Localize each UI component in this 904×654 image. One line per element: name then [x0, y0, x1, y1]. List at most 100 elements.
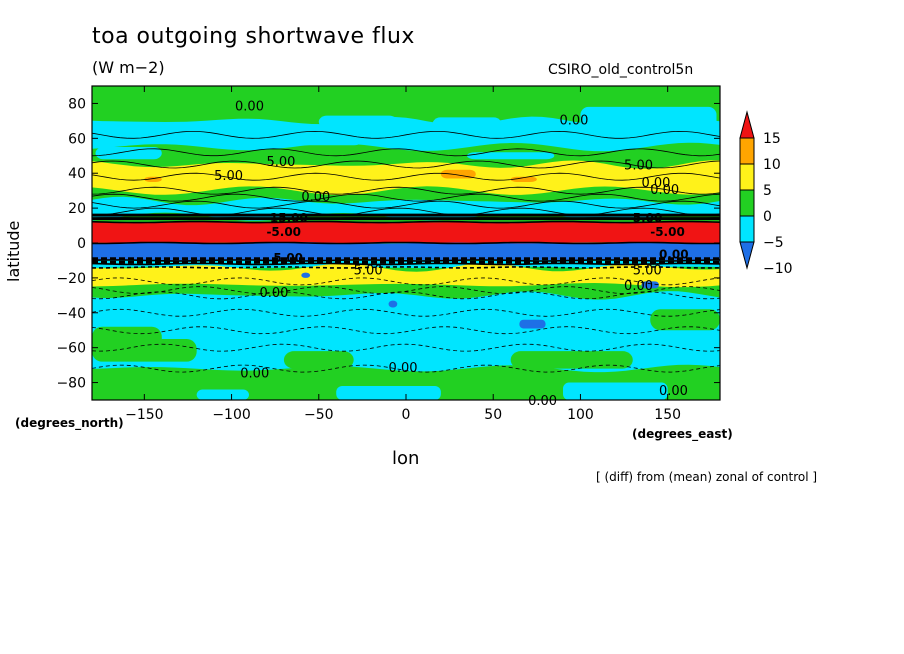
- y-tick-label: −60: [56, 341, 86, 357]
- y-tick-label: 20: [68, 201, 86, 217]
- y-tick-label: 40: [68, 166, 86, 182]
- cyan-patch: [196, 389, 249, 400]
- zonal-band: [92, 242, 720, 261]
- contour-label: 0.00: [560, 113, 589, 128]
- cyan-patch: [336, 386, 441, 400]
- blue-spot: [301, 272, 311, 278]
- colorbar-segment: [739, 215, 755, 243]
- blue-spot: [388, 300, 398, 308]
- contour-label: -5.00: [266, 225, 301, 239]
- contour-lines: [91, 130, 721, 373]
- x-axis-units: (degrees_east): [632, 427, 733, 441]
- contour-line: [91, 277, 721, 286]
- colorbar-label: 0: [763, 209, 772, 225]
- x-tick-label: 100: [567, 407, 594, 423]
- footnote: [ (diff) from (mean) zonal of control ]: [596, 470, 818, 484]
- axes: −150 −100 −50 0 50 100 150 −80 −60 −40 −20 0 20 40 60 8…: [56, 85, 721, 423]
- cyan-patch: [580, 106, 717, 139]
- x-axis-label: lon: [392, 448, 420, 469]
- orange-blob: [510, 176, 537, 182]
- contour-line: [91, 291, 721, 300]
- contour-line: [91, 200, 721, 209]
- contour-line: [91, 220, 721, 224]
- contour-line: [91, 286, 721, 295]
- green-patch: [283, 351, 354, 369]
- y-tick-label: −20: [56, 271, 86, 287]
- contour-label: 0.00: [301, 190, 330, 205]
- contour-label: 0.00: [235, 99, 264, 114]
- cyan-patch: [95, 124, 188, 144]
- y-tick-label: −80: [56, 376, 86, 392]
- colorbar-label: −5: [763, 235, 784, 251]
- contour-label: 0.00: [528, 394, 557, 409]
- chart-units: (W m−2): [92, 58, 165, 77]
- contour-label: 0.00: [624, 279, 653, 294]
- contour-label: 5.00: [624, 159, 653, 174]
- colorbar-label: −10: [763, 261, 793, 277]
- blue-spot: [641, 281, 659, 289]
- green-patch: [510, 351, 633, 369]
- contour-label: 5.00: [273, 251, 303, 265]
- contour-label: 5.00: [214, 169, 243, 184]
- contour-label: 5.00: [354, 263, 383, 278]
- zonal-band: [92, 160, 720, 195]
- cyan-patch: [467, 152, 555, 160]
- x-tick-label: −100: [212, 407, 250, 423]
- x-tick-label: 50: [484, 407, 502, 423]
- x-tick-label: 0: [402, 407, 411, 423]
- contour-line: [91, 364, 721, 373]
- contour-line: [92, 241, 721, 245]
- contour-label: 0.00: [240, 366, 269, 381]
- contour-line: [91, 193, 721, 202]
- contour-labels: 0.000.005.00 5.005.000.000.000.005.00 5.00…: [214, 99, 688, 409]
- contour-line: [91, 172, 721, 181]
- contour-label: 5.00: [266, 155, 295, 170]
- y-tick-label: 0: [77, 236, 86, 252]
- y-tick-label: 80: [68, 96, 86, 112]
- contour-line: [91, 130, 721, 139]
- colorbar-segment: [739, 137, 755, 165]
- y-tick-label: 60: [68, 131, 86, 147]
- colorbar-label: 10: [763, 157, 781, 173]
- contour-line: [91, 160, 721, 169]
- contour-label: 0.00: [259, 286, 288, 301]
- cyan-patch: [95, 147, 162, 160]
- contour-line: [91, 186, 721, 195]
- contour-label: 5.00: [633, 211, 663, 225]
- green-patch: [92, 338, 197, 362]
- green-patch: [650, 309, 720, 331]
- contour-line: [91, 207, 721, 216]
- contour-label: 0.00: [642, 176, 671, 191]
- contour-label: 0.00: [659, 384, 688, 399]
- colorbar-label: 5: [763, 183, 772, 199]
- cyan-patch: [563, 382, 668, 400]
- run-label: CSIRO_old_control5n: [548, 62, 694, 78]
- contour-line: [91, 148, 721, 157]
- contour-label: 0.00: [659, 248, 689, 262]
- cyan-patch: [231, 133, 363, 146]
- contour-label: 0.00: [389, 361, 418, 376]
- colorbar-label: 15: [763, 131, 781, 147]
- colorbar-segment: [739, 163, 755, 191]
- x-tick-label: −150: [125, 407, 163, 423]
- chart-title: toa outgoing shortwave flux: [92, 24, 415, 49]
- contour-label: 15.00: [270, 211, 308, 225]
- contour-line: [91, 308, 721, 317]
- zonal-band: [92, 221, 720, 244]
- y-tick-label: −40: [56, 306, 86, 322]
- colorbar-segment: [739, 189, 755, 217]
- cyan-patch: [432, 117, 502, 134]
- contour-label: -5.00: [650, 225, 685, 239]
- contour-label: 5.00: [633, 263, 662, 278]
- x-tick-label: −50: [304, 407, 334, 423]
- colorbar-arrow-top: [739, 110, 755, 139]
- blue-spot: [519, 319, 546, 329]
- cyan-patch: [318, 115, 398, 128]
- contour-line: [91, 326, 721, 335]
- contour-line: [91, 343, 721, 352]
- x-tick-label: 150: [654, 407, 681, 423]
- colorbar-arrow-bottom: [739, 241, 755, 270]
- y-axis-units: (degrees_north): [15, 416, 124, 430]
- zonal-band: [92, 263, 720, 288]
